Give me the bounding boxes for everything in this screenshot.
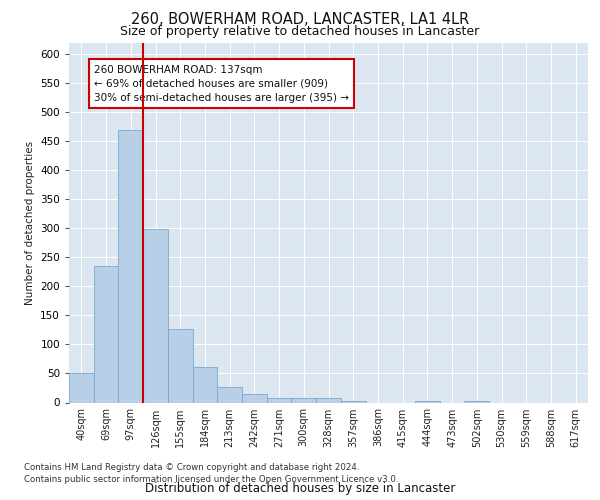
Bar [217, 387, 242, 402]
Bar [292, 398, 316, 402]
Bar [118, 130, 143, 402]
Text: Contains HM Land Registry data © Crown copyright and database right 2024.: Contains HM Land Registry data © Crown c… [24, 464, 359, 472]
Text: Contains public sector information licensed under the Open Government Licence v3: Contains public sector information licen… [24, 475, 398, 484]
Bar [316, 398, 341, 402]
Bar [267, 398, 292, 402]
Text: Distribution of detached houses by size in Lancaster: Distribution of detached houses by size … [145, 482, 455, 495]
Bar [143, 230, 168, 402]
Text: 260 BOWERHAM ROAD: 137sqm
← 69% of detached houses are smaller (909)
30% of semi: 260 BOWERHAM ROAD: 137sqm ← 69% of detac… [94, 64, 349, 102]
Text: Size of property relative to detached houses in Lancaster: Size of property relative to detached ho… [121, 25, 479, 38]
Bar [341, 401, 365, 402]
Text: 260, BOWERHAM ROAD, LANCASTER, LA1 4LR: 260, BOWERHAM ROAD, LANCASTER, LA1 4LR [131, 12, 469, 28]
Bar [464, 401, 489, 402]
Bar [415, 401, 440, 402]
Y-axis label: Number of detached properties: Number of detached properties [25, 140, 35, 304]
Bar [193, 366, 217, 402]
Bar [94, 266, 118, 402]
Bar [242, 394, 267, 402]
Bar [168, 329, 193, 402]
Bar [69, 374, 94, 402]
